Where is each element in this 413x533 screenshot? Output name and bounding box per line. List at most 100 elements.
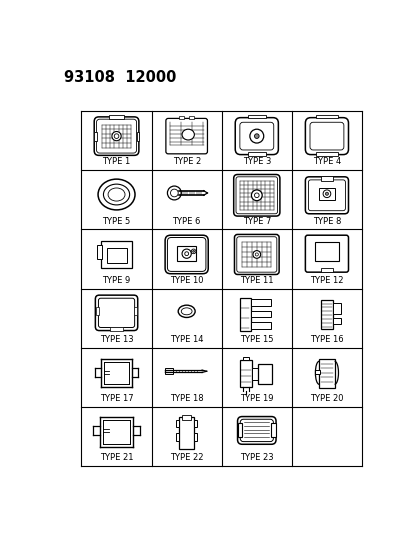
Bar (258, 364, 271, 384)
Bar (247, 115, 266, 118)
Circle shape (182, 249, 191, 259)
Bar (237, 424, 242, 438)
Bar (247, 152, 266, 156)
Bar (320, 176, 332, 181)
Bar (314, 242, 338, 261)
Bar (332, 303, 340, 313)
Ellipse shape (98, 179, 135, 210)
FancyBboxPatch shape (166, 118, 207, 154)
Bar (250, 299, 270, 306)
Bar (318, 188, 334, 200)
Text: TYPE 12: TYPE 12 (309, 276, 343, 285)
Text: TYPE 10: TYPE 10 (169, 276, 203, 285)
FancyBboxPatch shape (305, 235, 348, 272)
Circle shape (184, 252, 188, 256)
Bar (318, 359, 334, 388)
Bar (316, 115, 337, 118)
Bar (239, 360, 252, 386)
FancyBboxPatch shape (167, 238, 205, 271)
Circle shape (252, 251, 260, 259)
Text: TYPE 11: TYPE 11 (240, 276, 273, 285)
Bar (252, 368, 258, 381)
Text: TYPE 9: TYPE 9 (102, 276, 131, 285)
Text: TYPE 13: TYPE 13 (100, 335, 133, 344)
Circle shape (112, 132, 121, 141)
Bar (316, 152, 337, 156)
Circle shape (254, 134, 259, 139)
Ellipse shape (178, 305, 195, 318)
Ellipse shape (108, 188, 125, 201)
FancyBboxPatch shape (308, 180, 344, 211)
Bar (182, 415, 191, 419)
Text: TYPE 19: TYPE 19 (240, 394, 273, 403)
Bar (242, 357, 249, 360)
Bar (178, 116, 184, 119)
Ellipse shape (181, 308, 192, 315)
Text: TYPE 14: TYPE 14 (169, 335, 203, 344)
Text: 93108  12000: 93108 12000 (64, 70, 176, 85)
Circle shape (325, 192, 328, 195)
Circle shape (191, 249, 195, 254)
Circle shape (254, 193, 259, 198)
Bar (320, 300, 332, 329)
Bar (176, 419, 178, 427)
FancyBboxPatch shape (240, 419, 273, 441)
FancyBboxPatch shape (235, 118, 278, 155)
FancyBboxPatch shape (237, 417, 275, 445)
Bar (178, 417, 194, 449)
Bar (95, 308, 99, 315)
Text: TYPE 15: TYPE 15 (240, 335, 273, 344)
FancyBboxPatch shape (94, 117, 138, 156)
Circle shape (167, 186, 181, 200)
Bar (177, 246, 195, 261)
FancyBboxPatch shape (235, 177, 277, 214)
FancyBboxPatch shape (305, 118, 348, 155)
Text: TYPE 22: TYPE 22 (169, 453, 203, 462)
Bar (109, 115, 124, 119)
Text: TYPE 7: TYPE 7 (242, 216, 271, 225)
Circle shape (249, 129, 263, 143)
Bar (314, 370, 319, 374)
Text: TYPE 4: TYPE 4 (312, 157, 340, 166)
Text: TYPE 5: TYPE 5 (102, 216, 131, 225)
FancyBboxPatch shape (96, 119, 136, 153)
Text: TYPE 23: TYPE 23 (240, 453, 273, 462)
Circle shape (255, 253, 258, 256)
FancyBboxPatch shape (233, 174, 279, 216)
Bar (320, 268, 332, 272)
Circle shape (114, 134, 119, 139)
FancyBboxPatch shape (239, 122, 273, 150)
Bar (134, 308, 137, 315)
FancyBboxPatch shape (305, 177, 348, 214)
Text: TYPE 18: TYPE 18 (169, 394, 203, 403)
Bar (136, 132, 138, 141)
Bar (165, 368, 172, 374)
Bar (194, 419, 197, 427)
FancyBboxPatch shape (165, 235, 208, 274)
Bar (94, 132, 96, 141)
Circle shape (170, 189, 178, 197)
Text: TYPE 3: TYPE 3 (242, 157, 271, 166)
Bar (271, 424, 275, 438)
Circle shape (251, 190, 261, 201)
Text: TYPE 20: TYPE 20 (309, 394, 343, 403)
Text: TYPE 6: TYPE 6 (172, 216, 200, 225)
Bar (101, 240, 132, 268)
Ellipse shape (103, 184, 129, 205)
FancyBboxPatch shape (95, 295, 138, 330)
Text: TYPE 16: TYPE 16 (309, 335, 343, 344)
FancyBboxPatch shape (309, 122, 343, 150)
Bar (96, 245, 102, 259)
Bar (110, 327, 122, 330)
Ellipse shape (182, 129, 194, 140)
Text: TYPE 21: TYPE 21 (100, 453, 133, 462)
FancyBboxPatch shape (234, 235, 278, 274)
Bar (188, 116, 194, 119)
FancyBboxPatch shape (236, 237, 276, 272)
Circle shape (322, 190, 330, 198)
Bar (239, 298, 250, 330)
Text: TYPE 8: TYPE 8 (312, 216, 340, 225)
Bar (106, 247, 126, 263)
Bar (250, 311, 270, 318)
Bar (176, 433, 178, 441)
